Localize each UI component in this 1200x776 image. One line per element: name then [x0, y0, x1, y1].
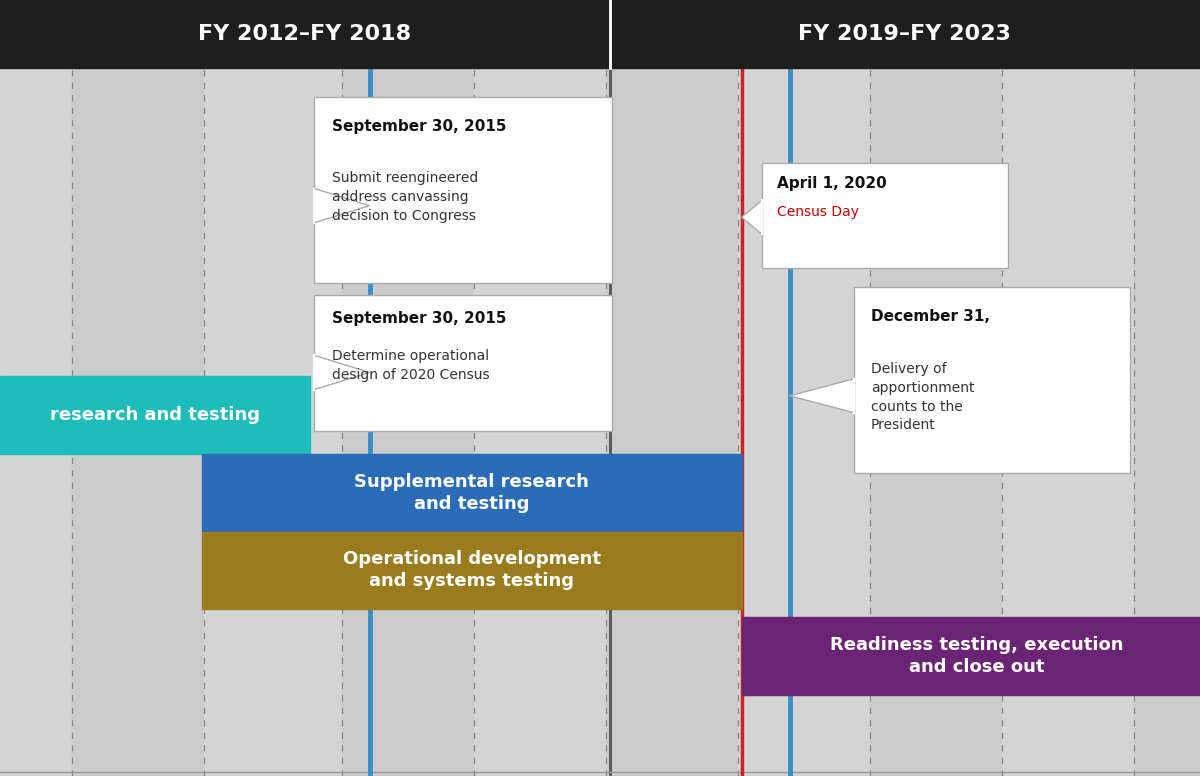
- Bar: [1134, 68, 1200, 776]
- Bar: [0, 68, 72, 776]
- Text: FY 2012–FY 2018: FY 2012–FY 2018: [198, 24, 412, 44]
- Bar: [742, 617, 1200, 695]
- Bar: [610, 0, 1200, 68]
- Text: Submit reengineered
address canvassing
decision to Congress: Submit reengineered address canvassing d…: [332, 171, 479, 223]
- Bar: [738, 68, 870, 776]
- Text: FY 2019–FY 2023: FY 2019–FY 2023: [798, 24, 1012, 44]
- Text: Delivery of
apportionment
counts to the
President: Delivery of apportionment counts to the …: [871, 362, 974, 432]
- Polygon shape: [314, 355, 370, 390]
- Bar: [202, 454, 742, 532]
- Bar: [0, 376, 310, 454]
- Bar: [204, 68, 342, 776]
- Text: research and testing: research and testing: [50, 406, 260, 424]
- Bar: [1002, 68, 1134, 776]
- Bar: [854, 287, 1130, 473]
- Bar: [72, 68, 204, 776]
- Text: December 31,: December 31,: [871, 310, 990, 324]
- Bar: [870, 68, 1002, 776]
- Bar: [202, 532, 742, 609]
- Text: Determine operational
design of 2020 Census: Determine operational design of 2020 Cen…: [332, 349, 490, 382]
- Text: April 1, 2020: April 1, 2020: [776, 175, 887, 191]
- Bar: [0, 0, 610, 68]
- Text: September 30, 2015: September 30, 2015: [332, 311, 506, 326]
- Bar: [474, 68, 606, 776]
- Text: Census Day: Census Day: [776, 205, 859, 219]
- Polygon shape: [790, 379, 854, 413]
- Bar: [762, 163, 1008, 268]
- Polygon shape: [742, 200, 762, 234]
- Bar: [342, 68, 474, 776]
- Text: Supplemental research
and testing: Supplemental research and testing: [354, 473, 589, 513]
- Text: Operational development
and systems testing: Operational development and systems test…: [343, 550, 601, 591]
- Text: September 30, 2015: September 30, 2015: [332, 120, 506, 134]
- Polygon shape: [314, 189, 370, 223]
- Bar: [314, 97, 612, 283]
- Bar: [606, 68, 738, 776]
- Text: Readiness testing, execution
and close out: Readiness testing, execution and close o…: [830, 636, 1123, 676]
- Bar: [314, 295, 612, 431]
